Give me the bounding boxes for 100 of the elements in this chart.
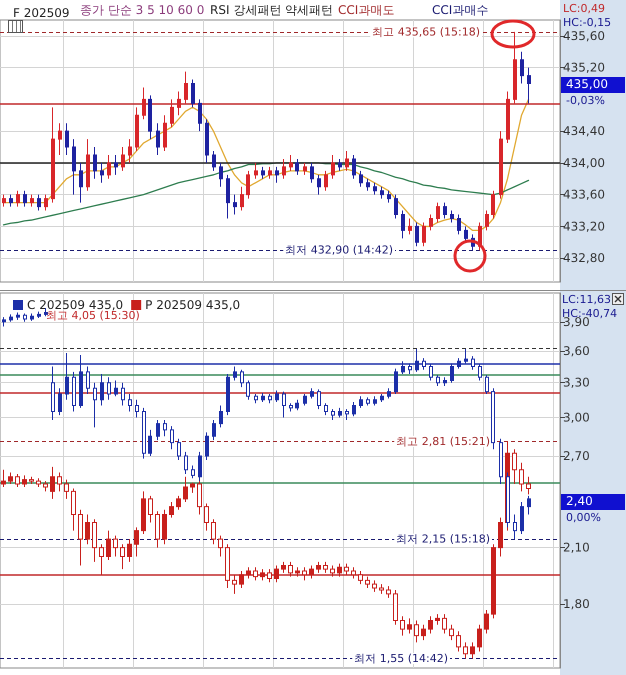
candlestick	[107, 376, 111, 400]
candlestick	[106, 530, 111, 561]
candlestick	[44, 194, 48, 212]
y-tick-label: 434,00	[563, 156, 605, 170]
candlestick	[261, 392, 265, 403]
candlestick	[519, 462, 524, 492]
candlestick	[359, 170, 363, 188]
candlestick	[141, 490, 146, 535]
text: 0,00%	[566, 511, 601, 524]
candlestick	[127, 538, 132, 562]
candlestick	[58, 388, 62, 416]
text: 2,40	[566, 494, 593, 508]
candlestick	[184, 71, 188, 104]
y-tick-label: 2,70	[563, 448, 590, 463]
candlestick	[513, 514, 517, 540]
candlestick	[380, 393, 384, 403]
candlestick	[366, 178, 370, 192]
candlestick	[205, 118, 209, 164]
candlestick	[422, 222, 426, 247]
candlestick	[226, 174, 230, 219]
candlestick	[485, 374, 489, 394]
candlestick	[184, 451, 188, 474]
candlestick	[295, 399, 299, 411]
candlestick	[393, 589, 398, 626]
candlestick	[352, 154, 356, 180]
line-series	[2, 162, 530, 226]
candlestick	[100, 162, 104, 184]
candlestick	[156, 122, 160, 156]
candlestick	[499, 130, 503, 200]
y-tick-label: 432,80	[563, 251, 605, 266]
candlestick	[99, 544, 104, 576]
candlestick	[128, 138, 132, 164]
candlestick	[121, 146, 125, 172]
candlestick	[1, 469, 6, 488]
candlestick	[64, 479, 69, 500]
ref-line-label: 최저 2,15 (15:18)	[396, 532, 490, 546]
candlestick	[443, 202, 447, 219]
candlestick	[163, 114, 167, 152]
candlestick	[310, 388, 314, 400]
text: CCI과매도	[338, 3, 394, 17]
candlestick	[352, 402, 356, 417]
candlestick	[345, 408, 349, 420]
y-tick-label: 2,10	[563, 540, 590, 555]
candlestick	[50, 466, 55, 500]
candlestick	[191, 465, 195, 479]
candlestick	[331, 408, 335, 420]
candlestick	[281, 561, 286, 574]
candlestick	[212, 150, 216, 172]
candlestick	[226, 373, 230, 416]
candlestick	[23, 312, 27, 322]
candlestick	[491, 190, 495, 219]
candlestick	[400, 616, 405, 636]
y-tick-label: 433,60	[563, 188, 605, 202]
candlestick	[190, 482, 195, 494]
candlestick	[415, 222, 419, 247]
candlestick	[513, 31, 517, 104]
candlestick	[155, 510, 160, 548]
candlestick	[387, 190, 391, 204]
candlestick	[358, 570, 363, 585]
y-tick-label: 3,00	[563, 410, 590, 425]
candlestick	[386, 586, 391, 598]
candlestick	[148, 429, 152, 456]
candlestick	[331, 154, 335, 180]
candlestick	[183, 476, 188, 502]
candlestick	[484, 610, 489, 634]
candlestick	[246, 170, 250, 200]
candlestick	[15, 473, 20, 488]
text: HC:-0,15	[563, 16, 612, 29]
candlestick	[218, 535, 223, 557]
candlestick	[261, 166, 265, 180]
candlestick	[114, 154, 118, 176]
candlestick	[121, 382, 125, 406]
candlestick	[288, 561, 293, 578]
candlestick	[274, 564, 279, 583]
text: CCI과매수	[432, 3, 488, 17]
candlestick	[65, 122, 69, 156]
candlestick	[470, 642, 475, 659]
candlestick	[212, 419, 216, 441]
y-tick-label: 3,60	[563, 344, 590, 358]
candlestick	[498, 517, 503, 557]
candlestick	[239, 570, 244, 589]
candlestick	[177, 90, 181, 116]
candlestick	[457, 214, 461, 235]
candlestick	[191, 79, 195, 108]
candlestick	[93, 382, 97, 428]
candlestick	[499, 438, 503, 485]
chart-title: F 202509	[13, 6, 70, 20]
text: 종가 단순 3 5 10 60 0	[80, 3, 204, 17]
candlestick	[51, 106, 55, 204]
candlestick	[142, 86, 146, 120]
candlestick	[295, 158, 299, 176]
candlestick	[128, 393, 132, 412]
candlestick	[324, 402, 328, 416]
candlestick	[2, 194, 6, 208]
candlestick	[114, 380, 118, 397]
candlestick	[85, 514, 90, 545]
candlestick	[463, 642, 468, 659]
candlestick	[401, 210, 405, 239]
candlestick	[205, 432, 209, 461]
candlestick	[428, 616, 433, 634]
